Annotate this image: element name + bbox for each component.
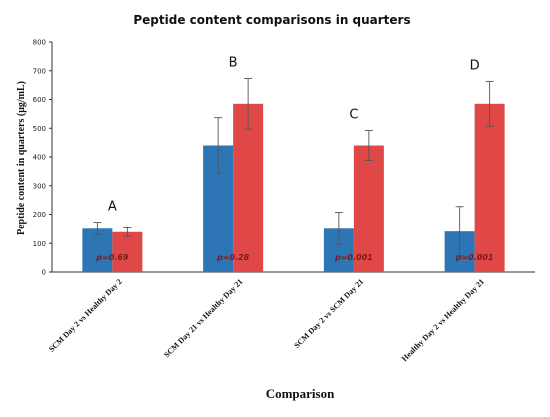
y-tick-label: 600 (33, 96, 46, 104)
bar (112, 231, 143, 272)
p-value-label: p=0.69 (95, 253, 129, 262)
bar-group (444, 80, 505, 272)
labels: Ap=0.69 SCM Day 2 vs Healthy Day 2 Bp=0.28… (47, 56, 493, 364)
group-letter: C (349, 108, 358, 123)
y-axis-title: Peptide content in quarters (μg/mL) (16, 81, 27, 235)
x-category-label: Healthy Day 2 vs Healthy Day 21 (400, 277, 486, 363)
group-letter: B (229, 56, 238, 71)
chart-title: Peptide content comparisons in quarters (133, 13, 410, 27)
p-value-label: p=0.001 (455, 253, 494, 262)
bar-group (203, 78, 264, 272)
p-value-label: p=0.001 (334, 253, 373, 262)
bars (82, 78, 505, 272)
bar (82, 228, 113, 272)
bar-group (323, 130, 384, 272)
y-tick-label: 500 (33, 125, 46, 133)
p-value-label: p=0.28 (216, 253, 250, 262)
bar (474, 103, 505, 272)
group-letter: A (108, 200, 117, 215)
bar (353, 145, 384, 272)
bar (233, 103, 264, 272)
group-letter: D (470, 58, 480, 73)
y-tick-label: 400 (33, 154, 46, 162)
y-tick-label: 200 (33, 211, 46, 219)
y-tick-label: 800 (33, 39, 46, 47)
x-category-label: SCM Day 21 vs Healthy Day 21 (162, 277, 244, 359)
y-tick-label: 300 (33, 182, 46, 190)
y-tick-label: 0 (42, 269, 46, 277)
bar-group (82, 222, 143, 272)
y-tick-label: 700 (33, 67, 46, 75)
x-category-label: SCM Day 2 vs SCM Day 21 (292, 277, 365, 350)
y-tick-label: 100 (33, 240, 46, 248)
x-category-label: SCM Day 2 vs Healthy Day 2 (47, 277, 124, 354)
x-axis-title: Comparison (266, 386, 335, 401)
